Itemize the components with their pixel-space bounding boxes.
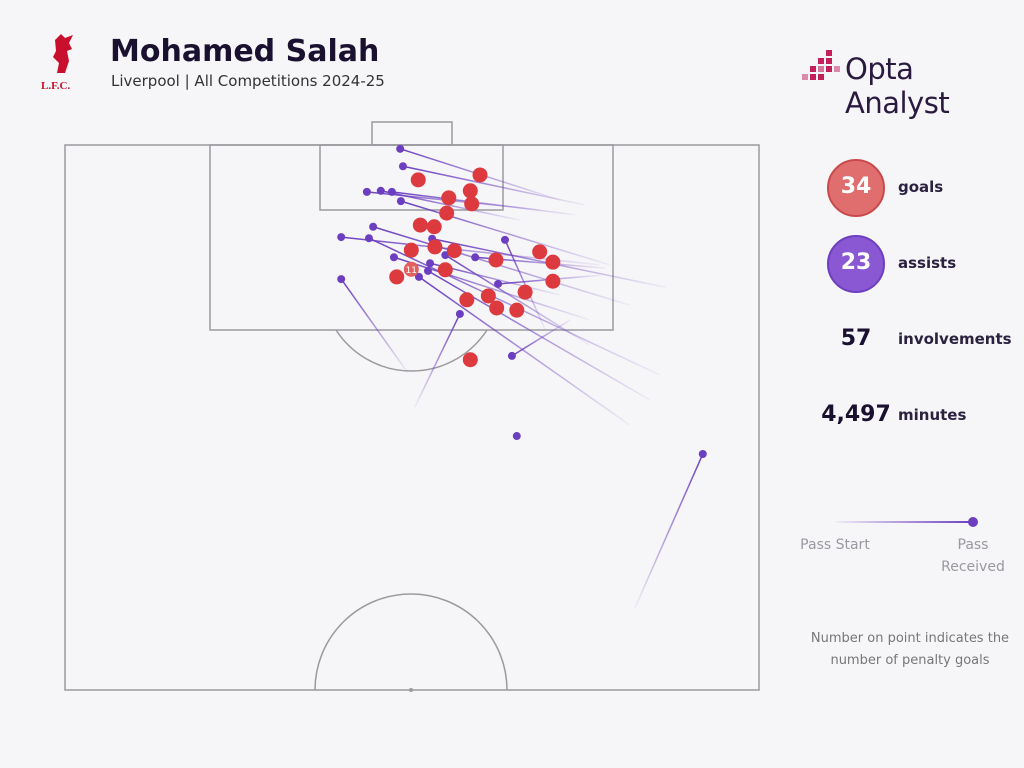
assist-pass — [402, 165, 585, 206]
stat-label: assists — [898, 254, 957, 272]
stat-badge — [827, 235, 885, 293]
goal-point — [488, 252, 504, 268]
assist-point — [396, 197, 405, 206]
assist-point — [423, 266, 432, 275]
assist-point — [364, 234, 373, 243]
stat-label: goals — [898, 178, 944, 196]
subtitle: Liverpool | All Competitions 2024-25 — [111, 72, 385, 90]
assist-point — [500, 235, 509, 244]
assist-pass — [444, 254, 591, 346]
assist-point — [414, 272, 423, 281]
title: Mohamed Salah — [110, 34, 380, 69]
assist-point — [698, 450, 707, 459]
goal-point — [462, 183, 478, 199]
goal-point — [489, 300, 505, 316]
pitch-lines — [64, 121, 760, 691]
brand: Opta Analyst — [845, 52, 950, 120]
assist-pass — [380, 190, 521, 221]
assist-point — [398, 162, 407, 171]
stat-badge — [827, 159, 885, 217]
note: Number on point indicates the number of … — [810, 631, 1010, 668]
goal-point — [517, 284, 533, 300]
stat-value: 57 — [840, 326, 872, 351]
assist-point — [512, 432, 521, 441]
assist-point — [337, 275, 346, 284]
stat-value: 23 — [840, 250, 872, 275]
goal-point — [441, 190, 457, 206]
goal-point — [545, 254, 561, 270]
goal-point — [464, 196, 480, 212]
assist-pass — [427, 270, 651, 401]
legend-dot — [968, 517, 978, 527]
assist-point — [455, 309, 464, 318]
assist-pass — [414, 313, 461, 408]
assist-point — [471, 253, 480, 262]
stat-label: involvements — [898, 330, 1012, 348]
goal-point — [389, 269, 405, 285]
club-name: L.F.C. — [41, 80, 71, 92]
assist-pass — [372, 226, 631, 306]
goal-point — [426, 219, 442, 235]
assist-point — [396, 144, 405, 153]
goal-point — [410, 172, 426, 188]
goal-point — [439, 205, 455, 221]
goal-point — [412, 217, 428, 233]
stat-value: 34 — [840, 174, 872, 199]
goal-point — [509, 302, 525, 318]
assist-point — [426, 259, 435, 268]
assist-point — [362, 187, 371, 196]
goal-point — [446, 243, 462, 259]
assist-pass — [511, 319, 571, 357]
assist-pass — [418, 276, 631, 426]
legend-start: Pass Start — [800, 537, 870, 553]
assist-point — [494, 279, 503, 288]
assist-pass — [391, 191, 576, 216]
legend-end: Pass Received — [941, 537, 1005, 575]
assist-pass — [634, 453, 704, 609]
assist-pass — [341, 236, 601, 266]
goal-point — [403, 242, 419, 258]
assist-point — [376, 186, 385, 195]
assist-point — [507, 351, 516, 360]
opta-logo — [802, 50, 840, 80]
assist-point — [369, 222, 378, 231]
goal-point — [545, 273, 561, 289]
goal-point — [427, 239, 443, 255]
assist-pass — [340, 278, 409, 374]
assist-point — [337, 233, 346, 242]
assist-pass — [400, 200, 611, 266]
goal-point — [462, 352, 478, 368]
assist-point — [389, 253, 398, 262]
goal-point — [532, 244, 548, 260]
stat-label: minutes — [898, 406, 967, 424]
stat-value: 4,497 — [821, 402, 891, 427]
goal-point — [459, 292, 475, 308]
goal-point — [480, 288, 496, 304]
assist-point — [387, 187, 396, 196]
goal-point — [472, 167, 488, 183]
lfc-logo — [53, 34, 73, 73]
penalty-count: 11 — [406, 266, 417, 276]
goal-point — [437, 262, 453, 278]
penalty-point — [403, 261, 419, 277]
